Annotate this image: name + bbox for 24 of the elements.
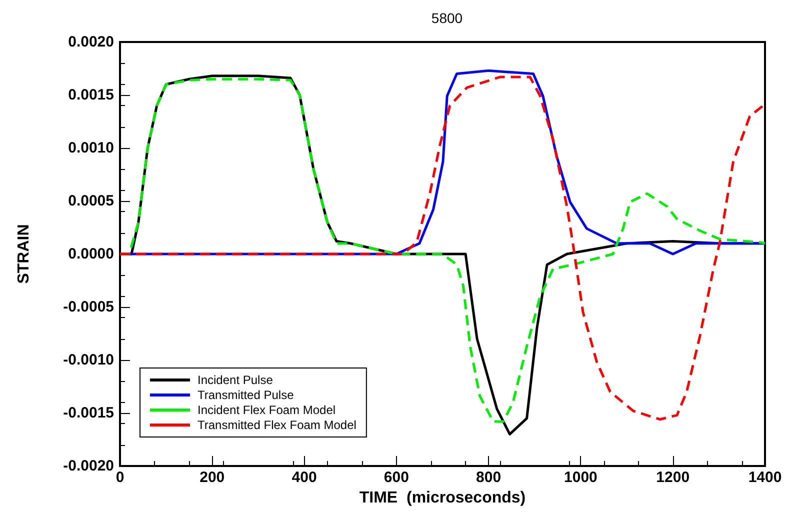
chart-title: 5800 bbox=[431, 10, 463, 26]
legend-label: Transmitted Pulse bbox=[198, 388, 294, 402]
x-tick-label: 1000 bbox=[564, 469, 598, 486]
legend-label: Incident Pulse bbox=[198, 373, 274, 387]
y-tick-label: 0.0020 bbox=[68, 34, 114, 50]
y-tick-label: -0.0020 bbox=[63, 458, 114, 474]
x-tick-label: 600 bbox=[384, 469, 409, 486]
y-tick-label: -0.0010 bbox=[63, 352, 114, 368]
x-tick-label: 1200 bbox=[656, 469, 690, 486]
y-tick-label: 0.0010 bbox=[68, 140, 114, 156]
y-tick-label: -0.0005 bbox=[63, 298, 114, 316]
x-tick-label: 0 bbox=[116, 469, 124, 486]
x-tick-label: 200 bbox=[200, 469, 225, 486]
y-axis-title: STRAIN bbox=[16, 224, 32, 284]
x-tick-label: 400 bbox=[292, 469, 317, 486]
x-tick-label: 1400 bbox=[748, 469, 782, 486]
x-axis-title: TIME (microseconds) bbox=[359, 489, 526, 506]
x-tick-label: 800 bbox=[476, 469, 502, 486]
legend-label: Incident Flex Foam Model bbox=[198, 403, 336, 417]
y-tick-label: 0.0015 bbox=[68, 86, 114, 104]
y-tick-label: -0.0015 bbox=[63, 404, 114, 422]
legend-label: Transmitted Flex Foam Model bbox=[198, 418, 356, 432]
y-tick-label: 0.0000 bbox=[68, 246, 114, 262]
y-tick-label: 0.0005 bbox=[68, 192, 114, 210]
